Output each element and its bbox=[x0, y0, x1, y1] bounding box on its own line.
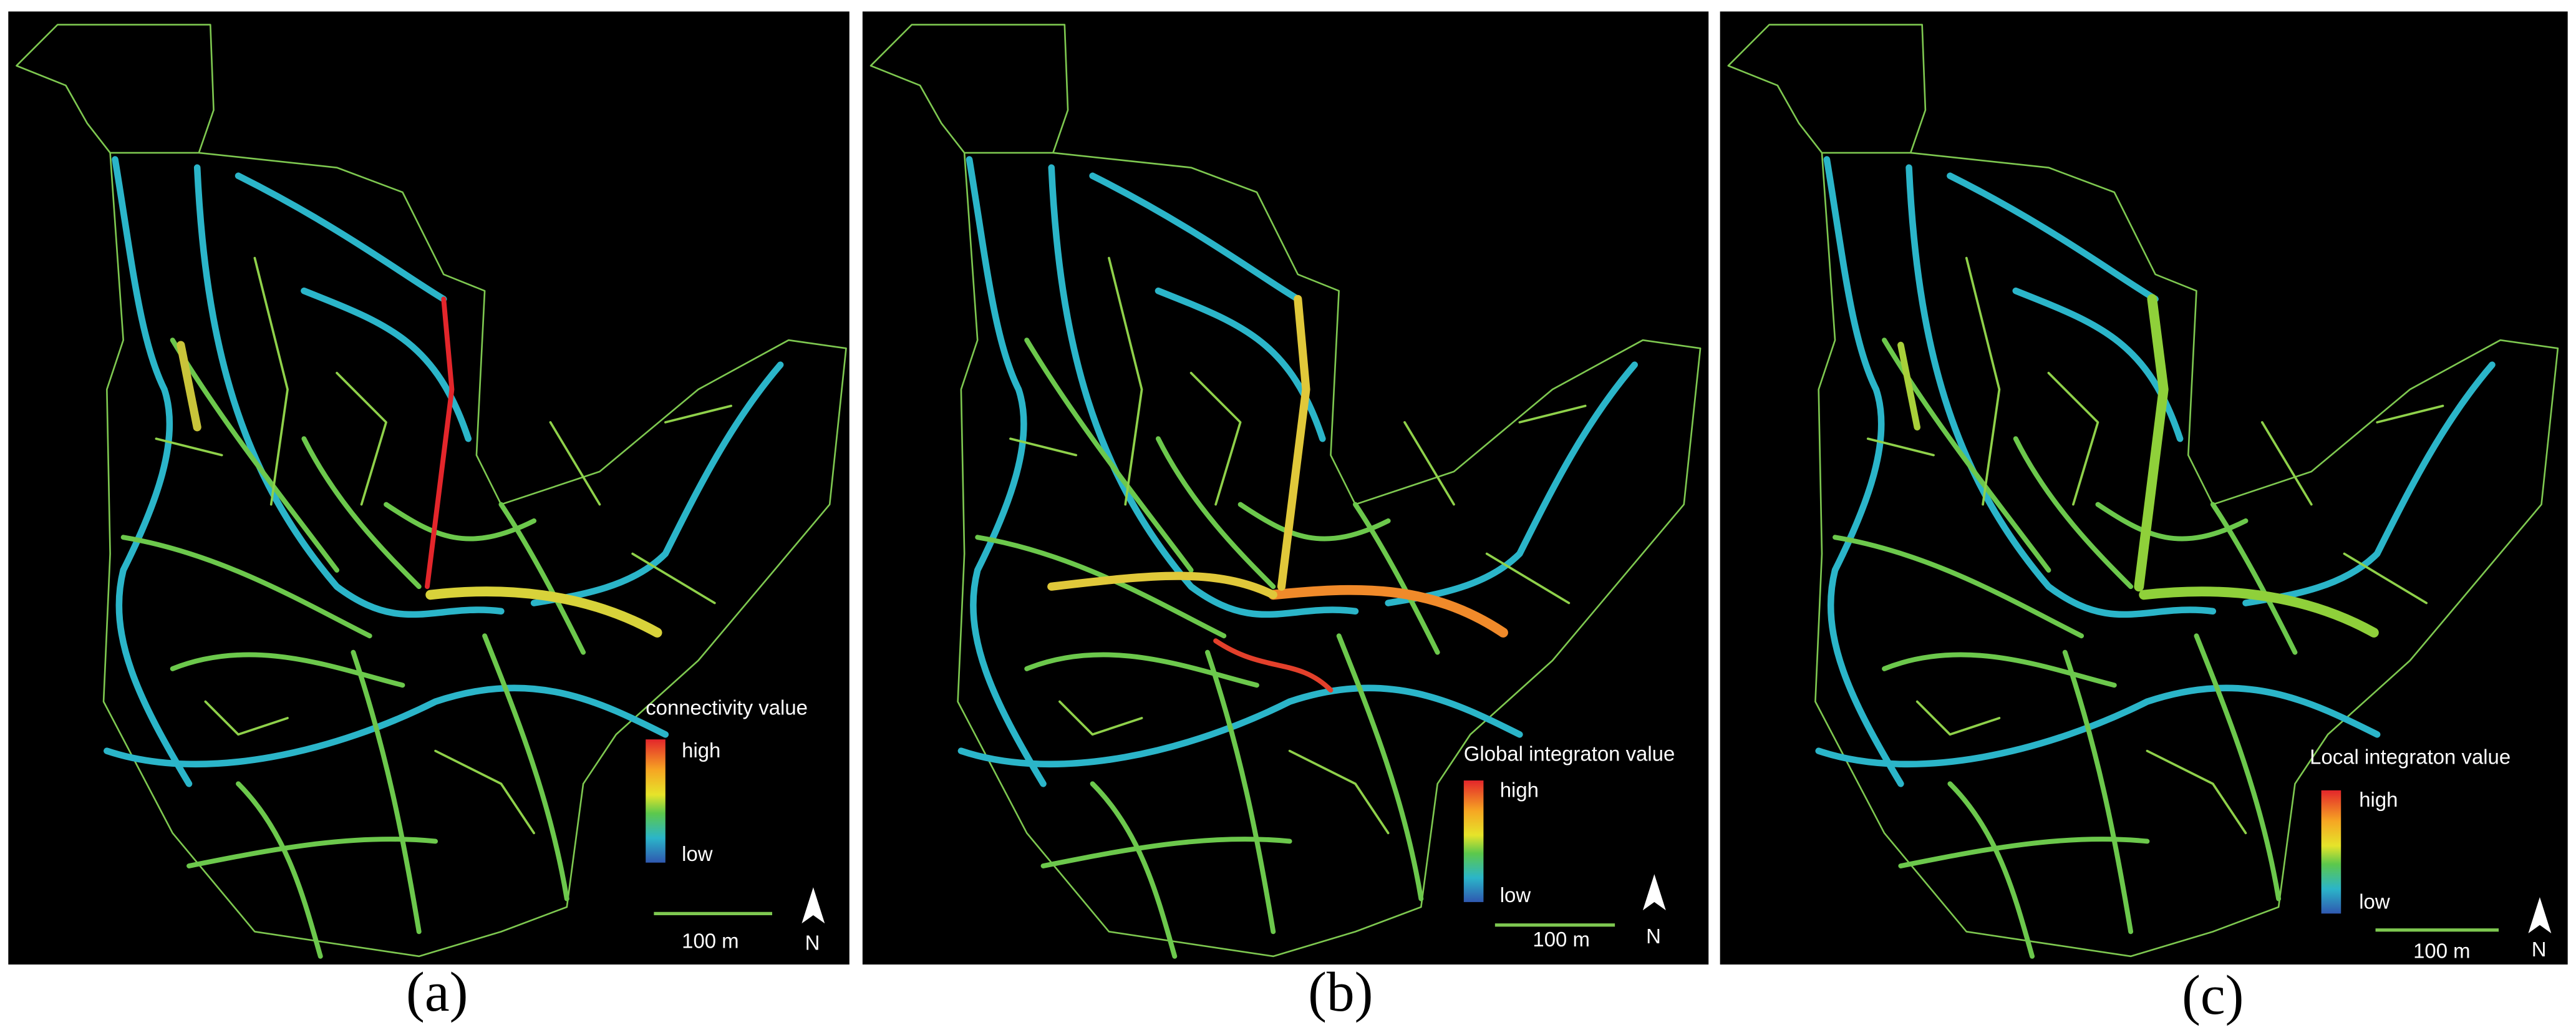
panel-caption: (a) bbox=[406, 961, 468, 1023]
legend-low: low bbox=[2359, 890, 2390, 913]
scale-label: 100 m bbox=[1533, 928, 1589, 951]
highlight-roads bbox=[177, 296, 662, 638]
legend-title: Global integraton value bbox=[1464, 742, 1675, 765]
highlight-roads bbox=[1897, 294, 2379, 638]
legend-low: low bbox=[1500, 883, 1531, 906]
legend-title: connectivity value bbox=[646, 696, 808, 719]
panel-caption: (b) bbox=[1308, 961, 1373, 1023]
scale-label: 100 m bbox=[2413, 939, 2470, 962]
north-arrow bbox=[801, 887, 825, 924]
map-panel bbox=[862, 11, 1709, 965]
legend-high: high bbox=[682, 739, 720, 762]
north-label: N bbox=[1646, 925, 1661, 948]
north-label: N bbox=[805, 931, 820, 954]
legend-low: low bbox=[682, 842, 713, 865]
scale-label: 100 m bbox=[682, 930, 738, 953]
panel-caption: (c) bbox=[2182, 965, 2244, 1026]
north-arrow bbox=[1642, 874, 1666, 911]
highlight-roads bbox=[1047, 294, 1508, 693]
north-arrow bbox=[2528, 897, 2552, 933]
legend-high: high bbox=[2359, 788, 2398, 811]
legend-ramp bbox=[1463, 780, 1484, 902]
map-panel bbox=[8, 11, 850, 965]
legend-ramp bbox=[2321, 790, 2341, 914]
legend-ramp bbox=[646, 739, 666, 863]
map-panel bbox=[1720, 11, 2568, 965]
legend-title: Local integraton value bbox=[2310, 746, 2511, 769]
north-label: N bbox=[2532, 938, 2547, 961]
legend-high: high bbox=[1500, 778, 1539, 801]
